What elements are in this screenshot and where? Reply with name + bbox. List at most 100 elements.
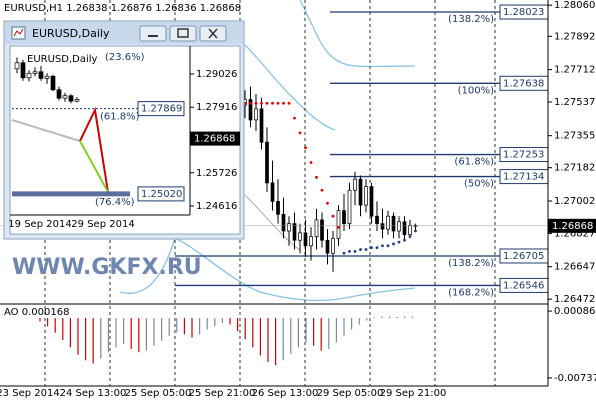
price-box-label: 1.26546 xyxy=(503,280,544,291)
candle-body xyxy=(20,62,26,79)
sar-dot xyxy=(331,214,335,218)
y-tick-label: 1.26472 xyxy=(554,294,595,305)
y-tick-label: 1.27712 xyxy=(554,65,595,76)
sar-dot xyxy=(397,240,401,244)
price-box-label: 1.26705 xyxy=(503,251,544,262)
candle-body xyxy=(342,210,346,224)
y-tick-label: 1.28060 xyxy=(554,0,595,11)
sar-dot xyxy=(293,116,296,120)
zigzag xyxy=(79,106,109,193)
minimize-button[interactable] xyxy=(139,25,167,42)
sar-dot xyxy=(370,246,373,250)
candle-body xyxy=(347,189,352,224)
candle-body xyxy=(287,223,291,232)
fib-percent: (138.2%) xyxy=(448,14,494,25)
sar-dot xyxy=(403,238,406,242)
current-price-box xyxy=(548,218,596,233)
x-tick-label: 23 Sep 2014 xyxy=(0,388,60,399)
price-box xyxy=(137,186,185,202)
oscillator-pane: AO 0.000168 0.00086 -0.00737 xyxy=(4,306,596,384)
sar-dot xyxy=(304,146,307,150)
sar-dot xyxy=(386,244,390,248)
candle-body xyxy=(314,219,319,237)
y-tick-label: 1.27537 xyxy=(554,97,595,108)
main-pane: WWW.GKFX.RU EURUSD,H1 1.26838 1.26876 1.… xyxy=(0,0,596,386)
sar-dot xyxy=(353,249,357,253)
candle-body xyxy=(74,98,80,102)
projection-line xyxy=(79,140,109,193)
candle-body xyxy=(325,239,330,254)
candle-body xyxy=(56,89,62,99)
y-tick-label: -0.00737 xyxy=(554,373,596,384)
maximize-button[interactable] xyxy=(169,25,197,42)
price-box-label: 1.27253 xyxy=(503,150,544,161)
sar-dot xyxy=(392,242,395,246)
band-upper xyxy=(299,0,416,68)
oscillator-title: AO 0.000168 xyxy=(4,307,69,318)
band-middle xyxy=(244,44,336,131)
candle-body xyxy=(248,99,253,121)
price-box-label: 1.27638 xyxy=(503,78,544,89)
candle-body xyxy=(298,232,302,241)
x-tick-label: 25 Sep 05:00 xyxy=(125,388,192,399)
y-tick-label: 1.27355 xyxy=(554,131,595,142)
frame xyxy=(0,0,549,387)
fib-percent: (138.2%) xyxy=(448,258,494,269)
sar-dot xyxy=(381,244,384,248)
candle-body xyxy=(50,75,56,91)
candle-body xyxy=(331,238,335,254)
current-price-label: 1.26868 xyxy=(194,134,235,145)
sar-dot xyxy=(315,175,318,179)
watermark: WWW.GKFX.RU xyxy=(12,255,202,280)
candle-body xyxy=(391,215,396,232)
candle-body xyxy=(44,75,50,79)
sar-dot xyxy=(282,101,285,105)
price-box-label: 1.28023 xyxy=(503,7,544,18)
candle-body xyxy=(353,178,357,191)
band-lower xyxy=(119,237,416,302)
y-tick-label: 1.27182 xyxy=(554,163,595,174)
price-box-label: 1.27134 xyxy=(503,172,544,183)
sar-dot xyxy=(326,201,329,205)
candle-body xyxy=(14,62,20,70)
candle-body xyxy=(38,71,44,79)
y-tick-label: 0.00086 xyxy=(554,306,595,317)
sar-dot xyxy=(414,229,417,233)
y-tick-label: 1.27892 xyxy=(554,31,595,42)
window-chart-label: EURUSD,Daily xyxy=(27,54,98,65)
y-tick-label: 1.29026 xyxy=(196,69,237,80)
fib-percent: (76.4%) xyxy=(95,197,135,208)
candle-body xyxy=(32,71,38,74)
window-date: 19 Sep 2014 xyxy=(8,219,71,230)
sar-dot xyxy=(375,246,379,250)
fib-percent: (61.8%) xyxy=(100,112,140,123)
candle-body xyxy=(358,178,363,206)
candle-body xyxy=(386,215,390,230)
y-tick-label: 1.25726 xyxy=(196,168,237,179)
x-tick-label: 25 Sep 21:00 xyxy=(189,388,256,399)
candle-body xyxy=(68,95,74,102)
window-icon-line xyxy=(13,28,24,37)
moving-average xyxy=(244,194,301,251)
candle-body xyxy=(276,201,280,215)
candle-body xyxy=(369,186,374,217)
window-title: EURUSD,Daily xyxy=(32,27,110,40)
sar-dot xyxy=(249,101,252,105)
sar-dot xyxy=(260,101,263,105)
current-price-box xyxy=(190,131,240,146)
x-tick-label: 24 Sep 13:00 xyxy=(60,388,127,399)
price-box-label: 1.25020 xyxy=(141,189,182,200)
close-glyph xyxy=(208,28,218,39)
candle-body xyxy=(375,215,379,224)
candle-body xyxy=(309,236,313,247)
sar-dot xyxy=(408,235,412,238)
candle-body xyxy=(259,108,264,143)
candle-body xyxy=(270,182,275,202)
y-tick-label: 1.27002 xyxy=(554,196,595,207)
candle-body xyxy=(265,141,269,184)
candle-body xyxy=(281,213,286,232)
current-price-label: 1.26868 xyxy=(552,221,593,232)
candle-body xyxy=(408,225,412,236)
candle-body xyxy=(254,108,258,121)
